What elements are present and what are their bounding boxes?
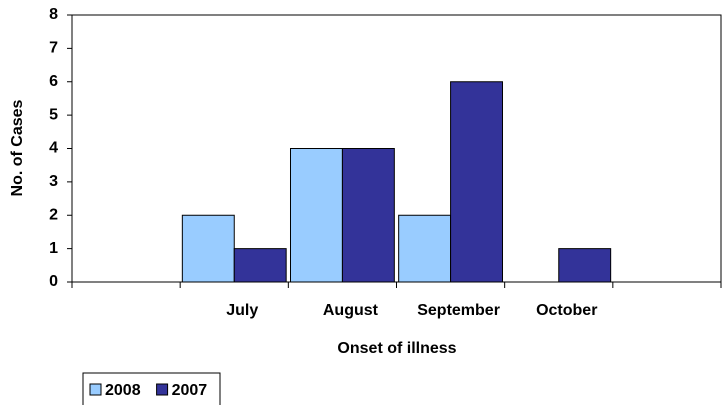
legend-label: 2007 [172,382,208,399]
y-tick-label: 0 [49,273,58,290]
x-tick-label: October [536,302,597,319]
y-tick-label: 7 [49,40,58,57]
x-tick-label: September [417,302,500,319]
bar [181,214,235,283]
x-axis-title: Onset of illness [337,340,456,357]
y-tick-label: 4 [49,140,58,157]
y-tick-label: 3 [49,173,58,190]
y-tick-label: 1 [49,240,58,257]
y-tick-label: 6 [49,73,58,90]
bar [341,148,395,283]
plot-area [71,14,722,283]
legend-swatch [89,383,102,396]
bar [398,214,452,283]
legend-box [82,372,221,405]
x-tick-label: August [323,302,379,319]
legend-label: 2008 [105,382,141,399]
y-tick-label: 2 [49,206,58,223]
bar [450,81,504,283]
y-tick-label: 5 [49,106,58,123]
bar [558,248,612,283]
legend-swatch [156,383,169,396]
bar [289,148,343,283]
bar [233,248,287,283]
y-axis-title: No. of Cases [9,99,26,196]
y-tick-label: 8 [49,6,58,23]
x-tick-label: July [226,302,258,319]
